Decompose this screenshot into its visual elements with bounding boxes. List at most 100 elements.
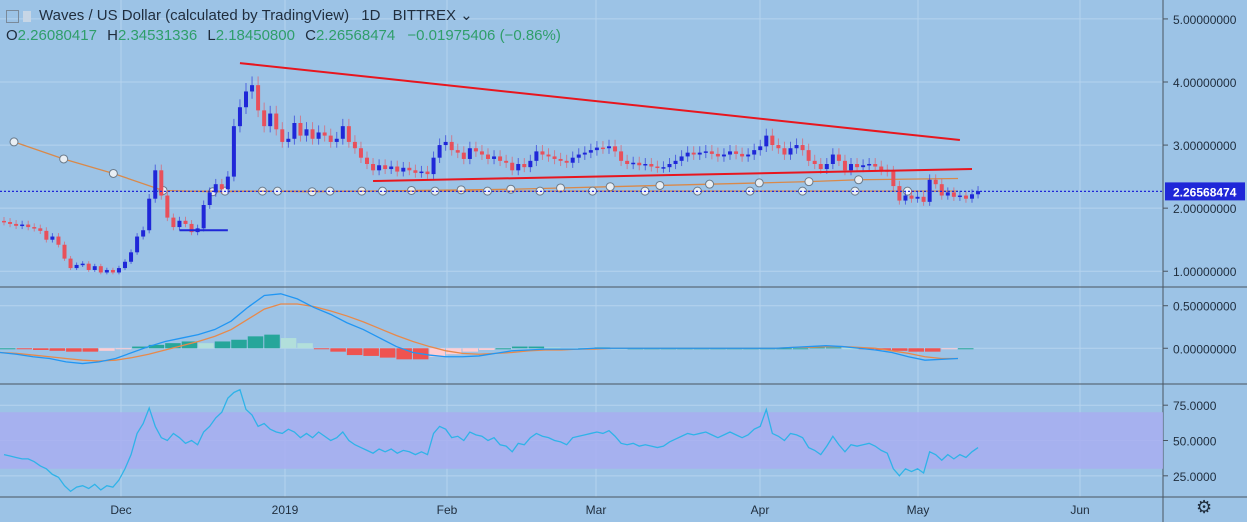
open-value: 2.26080417 [17, 27, 97, 44]
candle-body [262, 110, 267, 127]
macd-histogram-bar [0, 348, 16, 350]
candle-body [824, 164, 829, 170]
visibility-icon[interactable] [23, 10, 31, 22]
candle-body [92, 266, 97, 270]
candle-body [425, 171, 430, 175]
candle-body [734, 151, 739, 154]
exchange-label[interactable]: BITTREX [392, 7, 456, 24]
candle-body [280, 129, 285, 142]
candle-body [44, 230, 49, 240]
candle-body [691, 152, 696, 155]
candle-body [939, 184, 944, 196]
trendline[interactable] [239, 62, 961, 142]
candle-body [800, 145, 805, 151]
candle-body [607, 146, 611, 149]
candle-body [104, 269, 109, 273]
candle-body [715, 153, 720, 157]
candle-body [498, 156, 503, 161]
symbol-title[interactable]: Waves / US Dollar (calculated by Trading… [39, 7, 350, 24]
macd-histogram-bar [313, 348, 330, 350]
candle-body [806, 150, 811, 161]
candle-body [570, 157, 575, 163]
macd-histogram-bar [66, 348, 82, 352]
moving-averages [9, 137, 959, 197]
price-tick-label: 5.00000000 [1173, 13, 1237, 27]
macd-histogram-bar [958, 348, 974, 350]
candle-body [770, 135, 775, 146]
rsi-line [3, 388, 979, 493]
candle-body [855, 164, 860, 168]
candle-body [504, 160, 509, 163]
macd-histogram-bar [49, 348, 66, 351]
candle-body [667, 164, 672, 168]
candle-body [576, 154, 581, 158]
candle-body [358, 148, 363, 158]
candle-body [709, 151, 714, 154]
candle-body [316, 132, 321, 139]
candle-body [437, 145, 442, 158]
macd-histogram-bar [445, 348, 462, 355]
candle-body [413, 170, 418, 173]
ma-marker [406, 185, 416, 195]
macd-histogram-bar [379, 348, 396, 358]
last-price-label: 2.26568474 [1173, 185, 1237, 199]
time-tick-label: Jun [1070, 503, 1089, 517]
candle-body [304, 129, 309, 136]
interval-label[interactable]: 1D [361, 7, 381, 24]
last-price-badge [1165, 182, 1245, 201]
candle-body [56, 236, 61, 245]
candle-body [909, 195, 914, 199]
candle-body [183, 220, 188, 224]
candle-body [861, 165, 866, 168]
collapse-icon[interactable] [6, 9, 19, 23]
candle-body [365, 157, 369, 164]
macd-histogram-bar [247, 336, 264, 349]
candle-body [522, 164, 527, 168]
macd-signal-line [0, 303, 958, 362]
candle-body [129, 252, 134, 262]
candle-body [473, 148, 478, 152]
candle-body [788, 148, 793, 155]
candle-body [957, 195, 962, 198]
candle-body [407, 167, 412, 171]
candle-body [534, 151, 539, 161]
candle-body [945, 192, 950, 196]
time-tick-label: Mar [586, 503, 607, 517]
candle-body [758, 146, 763, 151]
candle-body [842, 160, 847, 171]
candle-body [159, 170, 164, 196]
candle-body [673, 160, 678, 164]
candle-body [933, 179, 938, 185]
candle-body [98, 266, 103, 273]
candle-body [976, 191, 981, 195]
chevron-down-icon[interactable]: ⌄ [460, 7, 473, 24]
candle-body [26, 224, 31, 228]
macd-histogram-bar [512, 346, 528, 349]
candle-body [401, 167, 406, 172]
candle-body [449, 141, 454, 151]
flat-ma-marker [850, 186, 860, 196]
gear-icon[interactable]: ⚙ [1196, 497, 1213, 517]
trendlines[interactable] [179, 62, 973, 232]
macd-histogram-bar [115, 348, 132, 350]
candle-body [643, 164, 648, 166]
trendline[interactable] [373, 168, 973, 183]
ma-marker [754, 178, 764, 188]
candle-body [322, 132, 327, 136]
candle-body [740, 153, 745, 157]
ma-marker [9, 137, 19, 147]
symbol-legend: Waves / US Dollar (calculated by Trading… [6, 6, 561, 44]
candle-body [594, 147, 599, 151]
candle-body [963, 195, 968, 199]
ma-marker [108, 168, 118, 178]
candle-body [443, 141, 448, 146]
rsi-tick-label: 50.0000 [1173, 435, 1217, 449]
candle-body [292, 123, 297, 139]
macd-histogram-bar [776, 348, 792, 350]
candle-body [836, 154, 841, 161]
macd-histogram-bar [297, 343, 313, 349]
candle-body [334, 138, 339, 142]
macd-histogram-bar [891, 348, 908, 351]
time-axis: Dec 2019 Feb Mar Apr May Jun [110, 503, 1089, 517]
